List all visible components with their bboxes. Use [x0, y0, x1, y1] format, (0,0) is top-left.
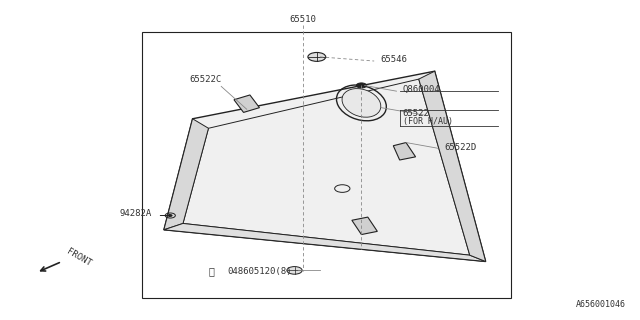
Text: A656001046: A656001046: [576, 300, 626, 309]
Text: 65510: 65510: [289, 15, 316, 24]
Polygon shape: [164, 71, 486, 261]
Text: Ⓢ: Ⓢ: [209, 267, 214, 277]
Text: 65522C: 65522C: [189, 75, 221, 84]
Polygon shape: [394, 142, 415, 160]
Text: 65522: 65522: [403, 109, 429, 118]
Text: 65522D: 65522D: [444, 143, 477, 152]
Text: (FOR H/AU): (FOR H/AU): [403, 117, 453, 126]
Polygon shape: [419, 71, 486, 261]
Polygon shape: [234, 95, 259, 112]
Polygon shape: [352, 217, 378, 235]
Bar: [141, 32, 511, 298]
Circle shape: [287, 267, 302, 274]
Polygon shape: [164, 223, 486, 261]
Text: 65546: 65546: [381, 55, 408, 64]
Polygon shape: [164, 119, 209, 230]
Circle shape: [168, 215, 172, 216]
Text: 048605120(8): 048605120(8): [228, 267, 292, 276]
Circle shape: [356, 83, 367, 88]
Text: Q860004: Q860004: [403, 85, 440, 94]
Ellipse shape: [342, 89, 381, 117]
Text: 94282A: 94282A: [119, 209, 152, 218]
Text: FRONT: FRONT: [65, 247, 93, 268]
Circle shape: [308, 52, 326, 61]
